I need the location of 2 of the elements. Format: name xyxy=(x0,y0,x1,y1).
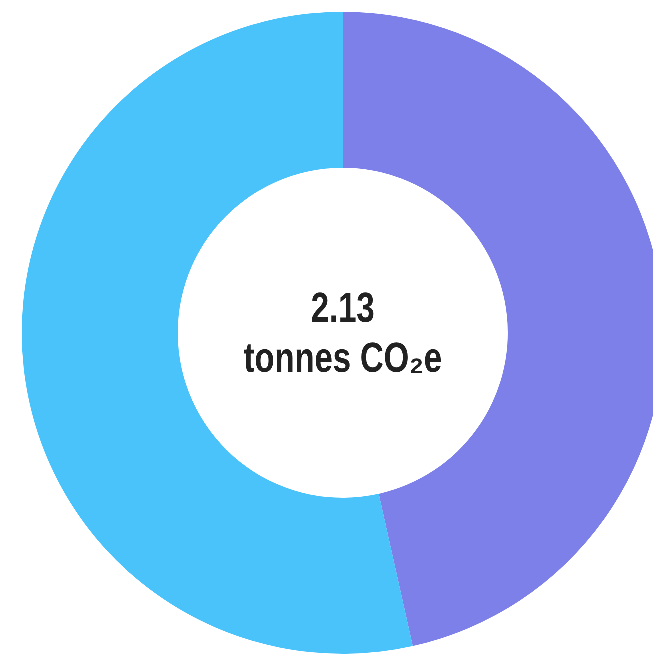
text: 2.13 xyxy=(311,284,375,331)
text: tonnes CO₂e xyxy=(244,334,442,381)
